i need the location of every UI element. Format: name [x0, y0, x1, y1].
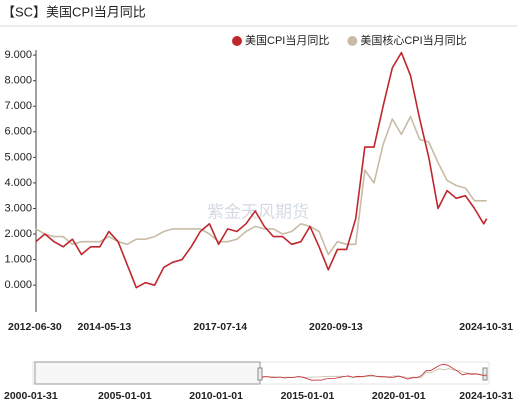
navigator-tick-label: 2020-01-01: [372, 390, 426, 402]
y-tick-label: 0.000: [4, 279, 32, 291]
navigator-frame: [32, 361, 490, 385]
y-tick-label: 1.000: [4, 254, 32, 266]
x-tick-label: 2024-10-31: [459, 321, 513, 333]
y-tick-label: 7.000: [4, 100, 32, 112]
y-tick-label: 3.000: [4, 202, 32, 214]
y-tick-label: 8.000: [4, 75, 32, 87]
chart-title: 【SC】美国CPI当月同比: [2, 4, 146, 19]
navigator-handle[interactable]: [257, 367, 263, 381]
x-tick-label: 2012-06-30: [8, 321, 62, 333]
navigator-tick-label: 2024-10-31: [459, 390, 513, 402]
y-tick-label: 6.000: [4, 126, 32, 138]
legend-label: 美国核心CPI当月同比: [360, 33, 466, 47]
y-tick-label: 5.000: [4, 151, 32, 163]
y-tick-label: 2.000: [4, 228, 32, 240]
navigator-window[interactable]: [34, 361, 261, 385]
legend-label: 美国CPI当月同比: [245, 33, 329, 47]
series-line: [35, 115, 487, 256]
x-tick-label: 2014-05-13: [78, 321, 132, 333]
navigator-tick-label: 2015-01-01: [281, 390, 335, 402]
x-tick-label: 2017-07-14: [193, 321, 247, 333]
series-line: [35, 51, 488, 289]
navigator-tick-label: 2010-01-01: [189, 390, 243, 402]
watermark: 紫金天风期货: [207, 202, 309, 221]
navigator-tick-label: 2005-01-01: [98, 390, 152, 402]
legend-marker: [347, 36, 358, 46]
navigator-line: [261, 368, 487, 379]
navigator-line: [261, 363, 487, 381]
y-tick-label: 4.000: [4, 177, 32, 189]
y-tick-label: 9.000: [4, 49, 32, 61]
x-tick-label: 2020-09-13: [309, 321, 363, 333]
legend-marker: [232, 36, 242, 46]
navigator-tick-label: 2000-01-31: [4, 390, 58, 402]
